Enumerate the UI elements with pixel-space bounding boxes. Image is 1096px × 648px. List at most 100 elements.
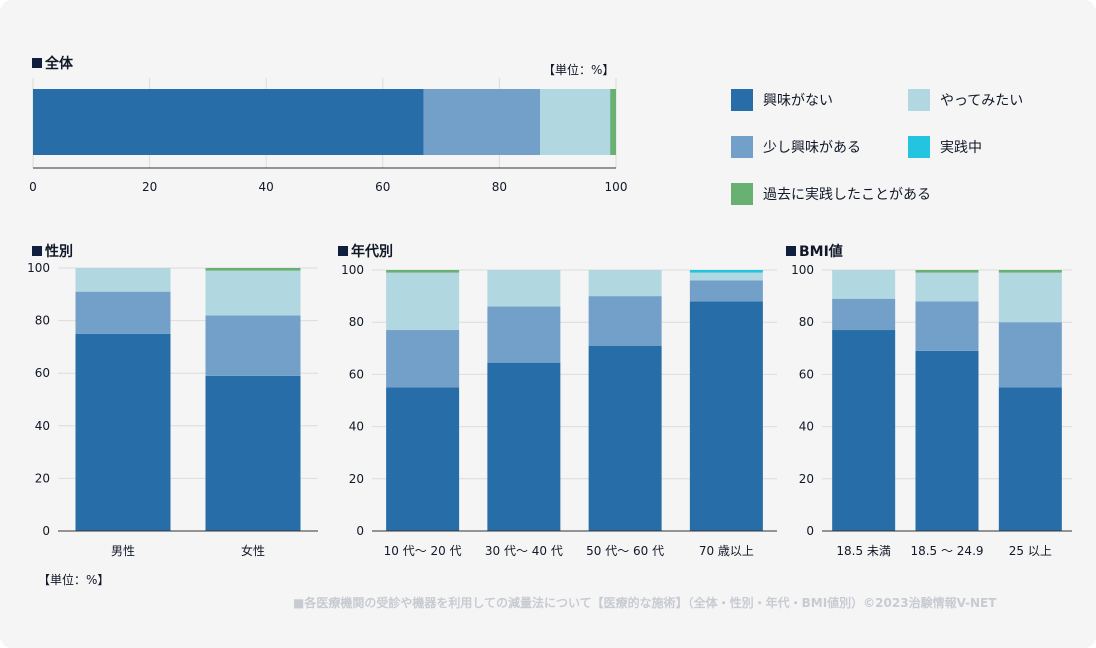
- bar-segment-somewhat: [75, 291, 171, 334]
- title-square-icon: [786, 246, 796, 256]
- y-tick-label: 40: [349, 420, 364, 434]
- x-category-label: 女性: [241, 543, 265, 558]
- x-category-label: 25 以上: [1009, 544, 1052, 558]
- x-tick-label: 100: [605, 180, 628, 194]
- bar-segment-want-to-try: [205, 270, 301, 316]
- x-category-label: 30 代～ 40 代: [485, 544, 563, 558]
- x-tick-label: 80: [492, 180, 507, 194]
- bar-segment-not-interested: [75, 333, 171, 531]
- legend-item-want-to-try: やってみたい: [908, 89, 1023, 111]
- legend-item-practicing: 実践中: [908, 136, 982, 158]
- y-tick-label: 20: [35, 471, 50, 485]
- gender-chart-title: 性別: [32, 241, 73, 261]
- overall-title-text: 全体: [45, 56, 73, 72]
- legend-swatch: [908, 89, 930, 111]
- bar-segment-somewhat: [689, 280, 763, 302]
- bar-segment-want-to-try: [689, 272, 763, 281]
- y-tick-label: 60: [35, 366, 50, 380]
- legend-swatch: [908, 136, 930, 158]
- bar-segment-not-interested: [588, 345, 662, 531]
- bar-segment-want-to-try: [915, 272, 979, 302]
- x-tick-label: 20: [142, 180, 157, 194]
- y-tick-label: 60: [799, 367, 814, 381]
- bar-segment-somewhat: [915, 301, 979, 351]
- legend-label: 興味がない: [763, 93, 833, 109]
- bmi-title-text: BMI値: [799, 244, 843, 260]
- legend-item-past: 過去に実践したことがある: [731, 183, 931, 205]
- bar-segment-want-to-try: [998, 272, 1062, 323]
- unit-label-top: 【単位：%】: [543, 63, 615, 77]
- y-tick-label: 80: [349, 315, 364, 329]
- legend-swatch: [731, 183, 753, 205]
- bar-segment-want-to-try: [832, 270, 896, 299]
- x-category-label: 18.5 ～ 24.9: [910, 544, 983, 558]
- x-category-label: 50 代～ 60 代: [586, 544, 664, 558]
- bar-segment-somewhat: [386, 330, 460, 388]
- y-tick-label: 80: [35, 314, 50, 328]
- bar-segment-not-interested: [386, 387, 460, 531]
- bar-segment-not-interested: [33, 89, 424, 155]
- bar-segment-not-interested: [487, 362, 561, 531]
- bar-segment-past: [386, 270, 460, 273]
- bmi-chart-title: BMI値: [786, 241, 843, 261]
- bar-segment-somewhat: [205, 315, 301, 376]
- bar-segment-practicing: [689, 270, 763, 273]
- bar-segment-not-interested: [915, 350, 979, 531]
- y-tick-label: 0: [356, 524, 364, 538]
- legend-item-somewhat: 少し興味がある: [731, 136, 861, 158]
- y-tick-label: 100: [27, 261, 50, 275]
- bar-segment-past: [610, 89, 616, 155]
- bar-segment-somewhat: [487, 306, 561, 363]
- bar-segment-not-interested: [205, 375, 301, 531]
- legend-label: 過去に実践したことがある: [763, 187, 931, 203]
- bar-segment-somewhat: [423, 89, 541, 155]
- y-tick-label: 20: [349, 472, 364, 486]
- gender-title-text: 性別: [45, 244, 73, 260]
- unit-label-bottom: 【単位：%】: [38, 573, 110, 587]
- bar-segment-somewhat: [832, 298, 896, 331]
- bar-segment-somewhat: [998, 322, 1062, 388]
- bar-segment-want-to-try: [540, 89, 611, 155]
- y-tick-label: 20: [799, 472, 814, 486]
- legend-item-not-interested: 興味がない: [731, 89, 833, 111]
- y-tick-label: 0: [806, 524, 814, 538]
- x-category-label: 18.5 未満: [836, 544, 891, 558]
- y-tick-label: 40: [799, 420, 814, 434]
- title-square-icon: [32, 58, 42, 68]
- x-category-label: 70 歳以上: [699, 544, 754, 558]
- x-tick-label: 60: [375, 180, 390, 194]
- bar-segment-past: [998, 270, 1062, 273]
- y-tick-label: 60: [349, 367, 364, 381]
- bar-segment-not-interested: [998, 387, 1062, 531]
- title-square-icon: [338, 246, 348, 256]
- bar-segment-not-interested: [689, 301, 763, 531]
- y-tick-label: 100: [791, 263, 814, 277]
- bar-segment-past: [915, 270, 979, 273]
- bar-segment-somewhat: [588, 296, 662, 346]
- y-tick-label: 80: [799, 315, 814, 329]
- legend-label: 実践中: [940, 140, 982, 156]
- age-chart-title: 年代別: [338, 241, 393, 261]
- y-tick-label: 40: [35, 419, 50, 433]
- legend-label: 少し興味がある: [763, 140, 861, 156]
- overall-chart-title: 全体: [32, 53, 73, 73]
- bar-segment-not-interested: [832, 330, 896, 531]
- x-category-label: 男性: [111, 544, 135, 558]
- legend-swatch: [731, 89, 753, 111]
- age-title-text: 年代別: [351, 244, 393, 260]
- x-category-label: 10 代～ 20 代: [384, 544, 462, 558]
- y-tick-label: 0: [42, 524, 50, 538]
- footer-source: ■各医療機関の受診や機器を利用しての減量法について【医療的な施術】（全体・性別・…: [293, 596, 997, 610]
- x-tick-label: 40: [259, 180, 274, 194]
- title-square-icon: [32, 246, 42, 256]
- bar-segment-past: [205, 268, 301, 271]
- bar-segment-want-to-try: [487, 270, 561, 307]
- bar-segment-want-to-try: [386, 272, 460, 331]
- legend-label: やってみたい: [940, 93, 1024, 109]
- x-tick-label: 0: [29, 180, 37, 194]
- bar-segment-want-to-try: [75, 268, 171, 292]
- y-tick-label: 100: [341, 263, 364, 277]
- legend-swatch: [731, 136, 753, 158]
- bar-segment-want-to-try: [588, 270, 662, 297]
